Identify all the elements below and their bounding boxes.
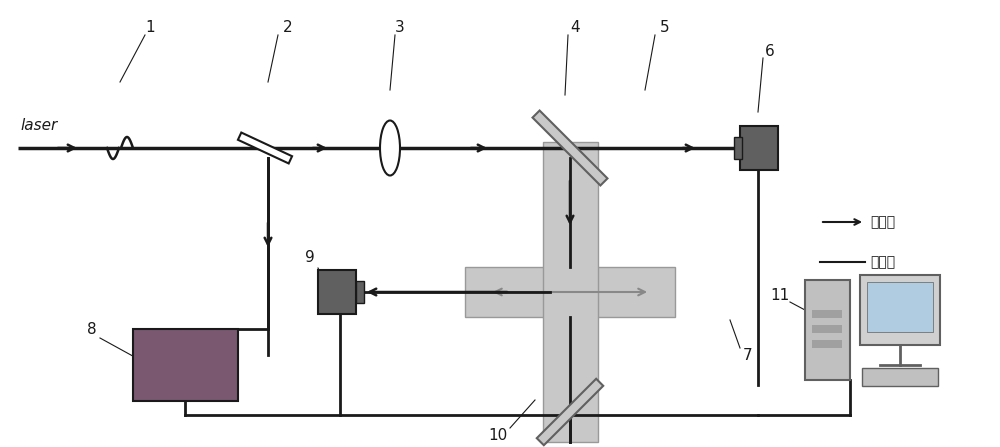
Bar <box>812 340 842 348</box>
Bar <box>356 281 364 303</box>
Text: 3: 3 <box>395 21 405 35</box>
Bar <box>740 126 778 170</box>
Bar <box>318 270 356 314</box>
Text: 数据流: 数据流 <box>870 255 895 269</box>
Bar <box>805 280 850 380</box>
Ellipse shape <box>380 121 400 176</box>
Bar <box>133 329 238 401</box>
Polygon shape <box>537 379 603 445</box>
Text: 9: 9 <box>305 250 315 266</box>
Bar <box>812 310 842 318</box>
Text: 1: 1 <box>145 21 155 35</box>
Text: 11: 11 <box>770 287 790 303</box>
Bar <box>465 267 675 317</box>
Polygon shape <box>238 133 292 164</box>
Text: 5: 5 <box>660 21 670 35</box>
Text: laser: laser <box>20 118 57 132</box>
Text: 7: 7 <box>743 347 753 363</box>
Bar <box>543 142 598 442</box>
Text: 激光束: 激光束 <box>870 215 895 229</box>
Text: 8: 8 <box>87 322 97 337</box>
Text: 6: 6 <box>765 45 775 59</box>
Bar <box>734 137 742 159</box>
Bar <box>862 368 938 386</box>
Text: 10: 10 <box>488 427 508 443</box>
Text: 4: 4 <box>570 21 580 35</box>
Polygon shape <box>533 110 607 186</box>
Bar <box>860 275 940 345</box>
Text: 2: 2 <box>283 21 293 35</box>
Bar <box>867 282 933 332</box>
Bar <box>812 325 842 333</box>
